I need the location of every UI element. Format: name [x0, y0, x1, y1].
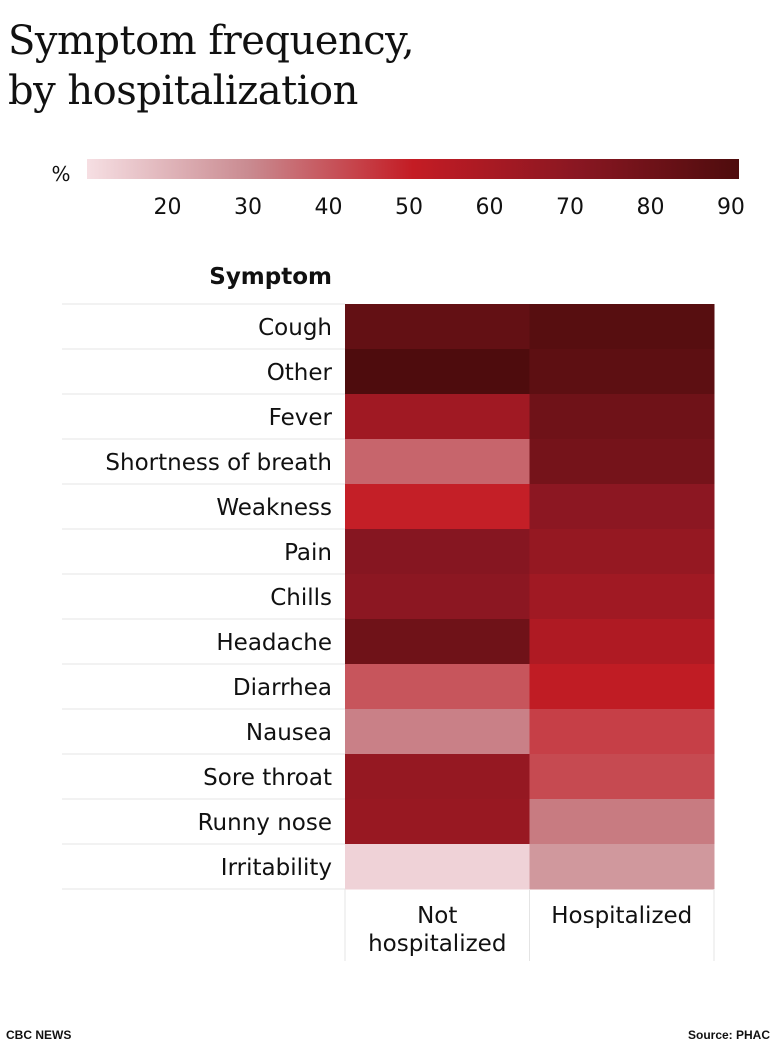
heatmap-cell: [529, 394, 715, 440]
legend-gradient-bar: [87, 159, 739, 179]
heatmap-cell: [529, 529, 715, 575]
heatmap-cell: [345, 439, 530, 485]
legend-tick-label: 80: [636, 195, 664, 220]
heatmap-chart: Symptom Cough Other Fever Shortness of breat…: [62, 264, 715, 961]
column-label: Hospitalized: [551, 903, 692, 929]
legend-tick-label: 90: [717, 195, 745, 220]
heatmap-cell: [345, 844, 530, 890]
heatmap-cell: [529, 484, 715, 530]
heatmap-cell: [529, 304, 715, 350]
row-label: Runny nose: [198, 810, 332, 836]
heatmap-cell: [345, 709, 530, 755]
row-label: Weakness: [216, 495, 332, 521]
heatmap-cell: [529, 619, 715, 665]
heatmap-cell: [345, 349, 530, 395]
footer-credit: CBC NEWS: [6, 1028, 72, 1042]
row-label: Shortness of breath: [105, 450, 332, 476]
row-header: Symptom: [209, 264, 332, 290]
legend-tick-label: 20: [153, 195, 181, 220]
title-line-1: Symptom frequency,: [8, 18, 415, 64]
heatmap-cell: [345, 484, 530, 530]
row-label: Irritability: [221, 855, 332, 881]
color-legend: % 20 30 40 50 60 70 80 90: [51, 159, 745, 220]
row-label: Other: [267, 360, 333, 386]
footer-source: Source: PHAC: [687, 1028, 770, 1042]
heatmap-cell: [345, 529, 530, 575]
row-label: Fever: [269, 405, 333, 431]
heatmap-cell: [529, 349, 715, 395]
heatmap-cell: [345, 394, 530, 440]
heatmap-cell: [529, 709, 715, 755]
row-label: Cough: [258, 315, 332, 341]
legend-tick-label: 60: [475, 195, 503, 220]
legend-tick-label: 50: [395, 195, 423, 220]
heatmap-cell: [345, 799, 530, 845]
heatmap-cell: [529, 844, 715, 890]
row-label: Headache: [216, 630, 332, 656]
chart-title: Symptom frequency, by hospitalization: [8, 16, 768, 116]
legend-unit-label: %: [51, 162, 70, 186]
row-label: Chills: [270, 585, 332, 611]
row-label: Pain: [284, 540, 332, 566]
heatmap-cell: [345, 304, 530, 350]
title-line-2: by hospitalization: [8, 68, 358, 114]
heatmap-cell: [529, 799, 715, 845]
legend-tick-label: 70: [556, 195, 584, 220]
column-label: Not hospitalized: [368, 903, 506, 957]
row-label: Sore throat: [203, 765, 332, 791]
heatmap-cell: [345, 664, 530, 710]
heatmap-cell: [345, 574, 530, 620]
heatmap-cell: [345, 754, 530, 800]
row-label: Nausea: [246, 720, 332, 746]
heatmap-cell: [529, 664, 715, 710]
legend-tick-label: 40: [314, 195, 342, 220]
heatmap-cell: [345, 619, 530, 665]
row-label: Diarrhea: [233, 675, 332, 701]
heatmap-cell: [529, 574, 715, 620]
heatmap-cell: [529, 754, 715, 800]
legend-tick-label: 30: [234, 195, 262, 220]
heatmap-cell: [529, 439, 715, 485]
